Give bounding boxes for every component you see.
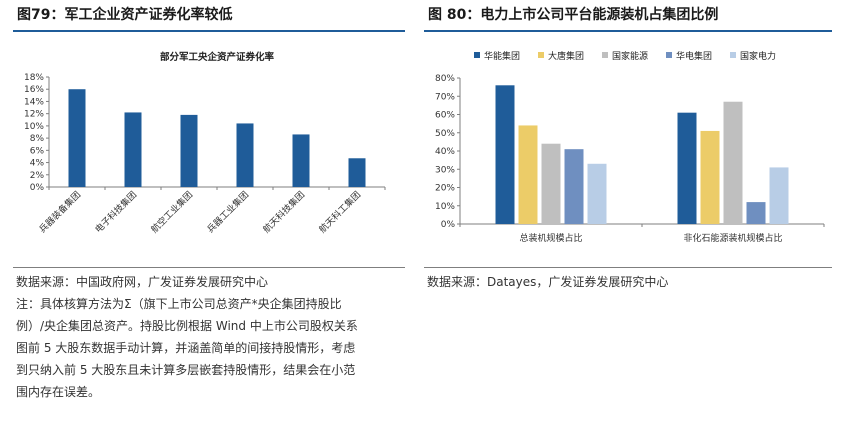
y-tick-label: 0% (30, 183, 45, 193)
legend-label: 华能集团 (484, 50, 520, 62)
right-figure-panel: 图 80：电力上市公司平台能源装机占集团比例 华能集团 大唐集团 国家能源 华电集团 国… (424, 0, 832, 289)
left-chart: 部分军工央企资产证券化率 0% 2% 4% 6% 8% 10% 12% 14% 16% 18% 兵器装… (13, 32, 405, 262)
right-source: 数据来源：Datayes，广发证券发展研究中心 (427, 275, 669, 289)
y-tick-label: 30% (435, 165, 455, 175)
bar (746, 202, 766, 224)
left-chart-svg: 部分军工央企资产证券化率 0% 2% 4% 6% 8% 10% 12% 14% 16% 18% 兵器装… (24, 51, 386, 236)
left-notes: 数据来源：中国政府网，广发证券发展研究中心 注：具体核算方法为Σ（旗下上市公司总… (16, 271, 358, 403)
y-tick-label: 16% (24, 85, 44, 95)
x-tick-label: 电子科技集团 (92, 189, 139, 236)
y-tick-label: 10% (24, 122, 44, 132)
legend-label: 国家能源 (612, 50, 648, 62)
x-tick-label: 航天科工集团 (316, 189, 363, 236)
y-tick-label: 60% (435, 111, 455, 121)
bar (68, 89, 86, 187)
right-chart: 华能集团 大唐集团 国家能源 华电集团 国家电力 0% 10% 20% 30% 40% 50% 60%… (424, 32, 832, 262)
y-tick-label: 6% (30, 146, 45, 156)
bar (495, 85, 515, 224)
legend-label: 华电集团 (676, 50, 712, 62)
x-tick-label: 总装机规模占比 (519, 232, 582, 244)
x-tick-label: 航天科技集团 (260, 189, 307, 236)
left-bottom-rule (13, 267, 405, 268)
left-source: 数据来源：中国政府网，广发证券发展研究中心 (16, 275, 269, 289)
left-note-line: 注：具体核算方法为Σ（旗下上市公司总资产*央企集团持股比 (16, 297, 342, 311)
legend-label: 大唐集团 (548, 50, 584, 62)
left-figure-title: 图79：军工企业资产证券化率较低 (17, 7, 233, 23)
legend-swatch (474, 52, 480, 58)
left-note-line: 围内存在误差。 (16, 385, 101, 399)
y-tick-label: 8% (30, 134, 45, 144)
y-tick-label: 10% (435, 202, 455, 212)
y-tick-label: 14% (24, 97, 44, 107)
legend-swatch (666, 52, 672, 58)
x-tick-label: 航空工业集团 (148, 189, 195, 236)
x-tick-label: 非化石能源装机规模占比 (683, 232, 782, 244)
right-bottom-rule (424, 267, 832, 268)
bar (348, 158, 366, 187)
x-tick-label: 兵器工业集团 (204, 189, 251, 236)
bar (124, 112, 142, 187)
right-title-rule (424, 30, 832, 32)
right-chart-svg: 华能集团 大唐集团 国家能源 华电集团 国家电力 0% 10% 20% 30% 40% 50% 60%… (435, 50, 825, 244)
bar (564, 149, 584, 224)
left-note-line: 到只纳入前 5 大股东且未计算多层嵌套持股情形，结果会在小范 (16, 363, 356, 377)
legend-swatch (730, 52, 736, 58)
left-note-line: 例）/央企集团总资产。持股比例根据 Wind 中上市公司股权关系 (16, 319, 358, 333)
y-tick-label: 4% (30, 159, 45, 169)
legend-swatch (538, 52, 544, 58)
bar (700, 130, 720, 224)
y-tick-label: 50% (435, 129, 455, 139)
y-tick-label: 18% (24, 73, 44, 83)
y-tick-label: 80% (435, 74, 455, 84)
bar (541, 143, 561, 224)
bar (518, 125, 538, 224)
bar (180, 114, 198, 187)
bar (292, 134, 310, 187)
legend-label: 国家电力 (740, 50, 776, 62)
bar (587, 163, 607, 224)
right-figure-title: 图 80：电力上市公司平台能源装机占集团比例 (428, 7, 719, 23)
legend-swatch (602, 52, 608, 58)
y-tick-label: 20% (435, 184, 455, 194)
y-tick-label: 12% (24, 110, 44, 120)
chart-title: 部分军工央企资产证券化率 (160, 51, 275, 63)
y-tick-label: 0% (441, 220, 456, 230)
left-figure-panel: 图79：军工企业资产证券化率较低 部分军工央企资产证券化率 0% 2% 4% 6% 8% 1… (13, 0, 405, 399)
right-notes: 数据来源：Datayes，广发证券发展研究中心 (427, 271, 668, 293)
x-tick-label: 兵器装备集团 (36, 189, 83, 236)
bar (769, 167, 789, 224)
bar (236, 123, 254, 187)
left-title-rule (13, 30, 405, 32)
y-tick-label: 40% (435, 147, 455, 157)
y-tick-label: 70% (435, 92, 455, 102)
y-tick-label: 2% (30, 171, 45, 181)
left-note-line: 图前 5 大股东数据手动计算，并涵盖简单的间接持股情形，考虑 (16, 341, 356, 355)
bar (677, 112, 697, 224)
bar (723, 101, 743, 224)
